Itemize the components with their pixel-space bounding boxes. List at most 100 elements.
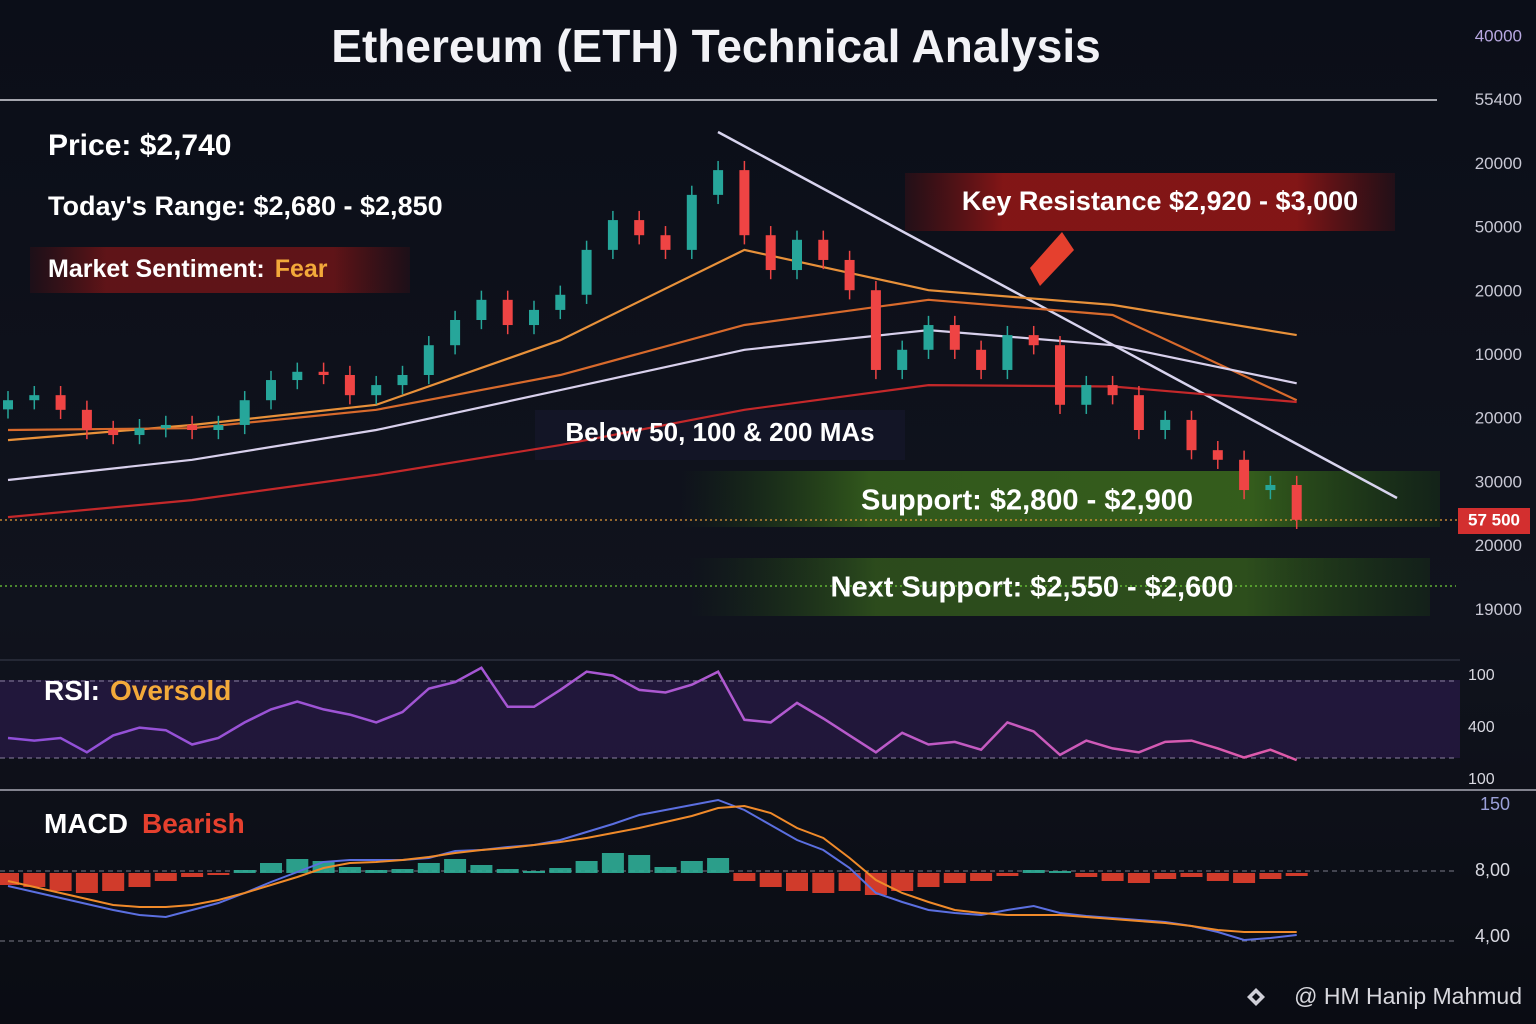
y-axis-label: 20000: [1475, 409, 1522, 428]
price: Price: $2,740: [48, 129, 231, 162]
macd-bar: [286, 859, 309, 873]
resistance-label: Key Resistance $2,920 - $3,000: [962, 186, 1358, 216]
macd-line: [7, 798, 1297, 942]
macd-bar: [628, 855, 651, 873]
candle-body: [1081, 385, 1092, 405]
macd-bar: [49, 873, 72, 891]
candle-body: [1212, 450, 1223, 460]
macd-bar: [1285, 873, 1308, 876]
support-label: Support: $2,800 - $2,900: [861, 485, 1193, 517]
rsi-line: [7, 666, 1298, 762]
macd-bar: [365, 870, 388, 873]
macd-bar: [1049, 871, 1071, 873]
candle-body: [3, 400, 13, 410]
range: Today's Range: $2,680 - $2,850: [48, 191, 443, 221]
macd-bar: [1022, 870, 1045, 873]
macd-bar: [1180, 873, 1203, 877]
y-axis-label: 55400: [1475, 90, 1522, 109]
next-support-label: Next Support: $2,550 - $2,600: [831, 572, 1234, 604]
candle-body: [870, 290, 881, 370]
candle-body: [1291, 485, 1302, 520]
y-axis-label: 20000: [1475, 536, 1522, 555]
candle-body: [844, 259, 855, 291]
y-axis-label: 19000: [1475, 600, 1522, 619]
macd-bar: [1075, 873, 1098, 877]
candle-body: [108, 430, 119, 436]
macd-bar: [233, 870, 256, 873]
candle-body: [1160, 419, 1171, 430]
macd-title: MACD Bearish: [44, 808, 245, 839]
candle-body: [239, 400, 250, 425]
candle-body: [1055, 345, 1065, 405]
candle-body: [55, 395, 66, 410]
candle-body: [29, 395, 40, 401]
candle-body: [923, 325, 934, 350]
candle-body: [187, 424, 198, 430]
macd-line: [7, 804, 1297, 933]
rsi-status: Oversold: [110, 675, 231, 706]
macd-bar: [654, 867, 677, 873]
macd-bar: [996, 873, 1019, 876]
macd-bar: [864, 873, 887, 895]
macd-axis-label: 8,00: [1475, 860, 1510, 880]
macd-bar: [1259, 873, 1282, 879]
macd-bar: [601, 853, 624, 873]
macd-axis-label: 4,00: [1475, 926, 1510, 946]
candle-body: [1186, 419, 1197, 451]
candle-body: [1239, 459, 1250, 491]
y-axis-label: 40000: [1475, 26, 1522, 45]
ma-note-box: [535, 410, 905, 460]
candle-body: [976, 349, 987, 370]
macd-bar: [917, 873, 940, 887]
macd-bar: [812, 873, 835, 893]
y-axis-label: 50000: [1475, 218, 1522, 237]
candle-body: [450, 320, 461, 346]
candle-body: [713, 170, 724, 195]
candle-body: [423, 345, 434, 375]
rsi-axis-label: 100: [1468, 667, 1495, 684]
candle-body: [607, 220, 618, 250]
macd-bar: [496, 869, 519, 873]
macd-bar: [1154, 873, 1177, 879]
candle-body: [818, 239, 829, 260]
candle-body: [134, 428, 145, 436]
candle-body: [476, 299, 487, 320]
candle-body: [1028, 335, 1039, 346]
macd-bar: [444, 859, 467, 873]
candle-body: [949, 325, 960, 350]
next-support-band: [690, 558, 1430, 616]
candle-body: [555, 294, 566, 310]
y-axis-label: 30000: [1475, 472, 1522, 491]
price-tag-box: [1458, 508, 1530, 534]
resistance-box: [905, 173, 1395, 231]
macd-bar: [575, 861, 598, 873]
candle-body: [1002, 335, 1013, 370]
macd-bar: [523, 871, 545, 873]
macd-label: MACD: [44, 808, 128, 839]
price-tag: 57 500: [1468, 510, 1520, 529]
candle-body: [1265, 485, 1276, 491]
macd-bar: [1127, 873, 1150, 883]
candle-body: [739, 170, 750, 236]
y-axis-label: 20000: [1475, 281, 1522, 300]
macd-status: Bearish: [142, 808, 245, 839]
macd-bar: [102, 873, 125, 891]
sentiment-label: Market Sentiment:: [48, 255, 265, 283]
sentiment-box: [30, 247, 410, 293]
macd-bar: [970, 873, 993, 881]
macd-bar: [75, 873, 98, 893]
watermark-icon: [1247, 988, 1265, 1006]
rsi-axis-label: 400: [1468, 719, 1495, 736]
candle-body: [213, 424, 224, 430]
watermark: @ HM Hanip Mahmud: [1294, 983, 1522, 1009]
macd-bar: [707, 858, 730, 873]
candle-body: [318, 371, 329, 375]
moving-average: [7, 248, 1297, 442]
macd-bar: [549, 868, 572, 873]
plot: 40000 55400 20000 50000 20000 10000 20000 30000…: [0, 26, 1522, 946]
y-axis-label: 20000: [1475, 154, 1522, 173]
candle-body: [765, 235, 776, 271]
macd-bar: [891, 873, 914, 891]
macd-bar: [23, 873, 46, 887]
candle-body: [81, 409, 92, 430]
